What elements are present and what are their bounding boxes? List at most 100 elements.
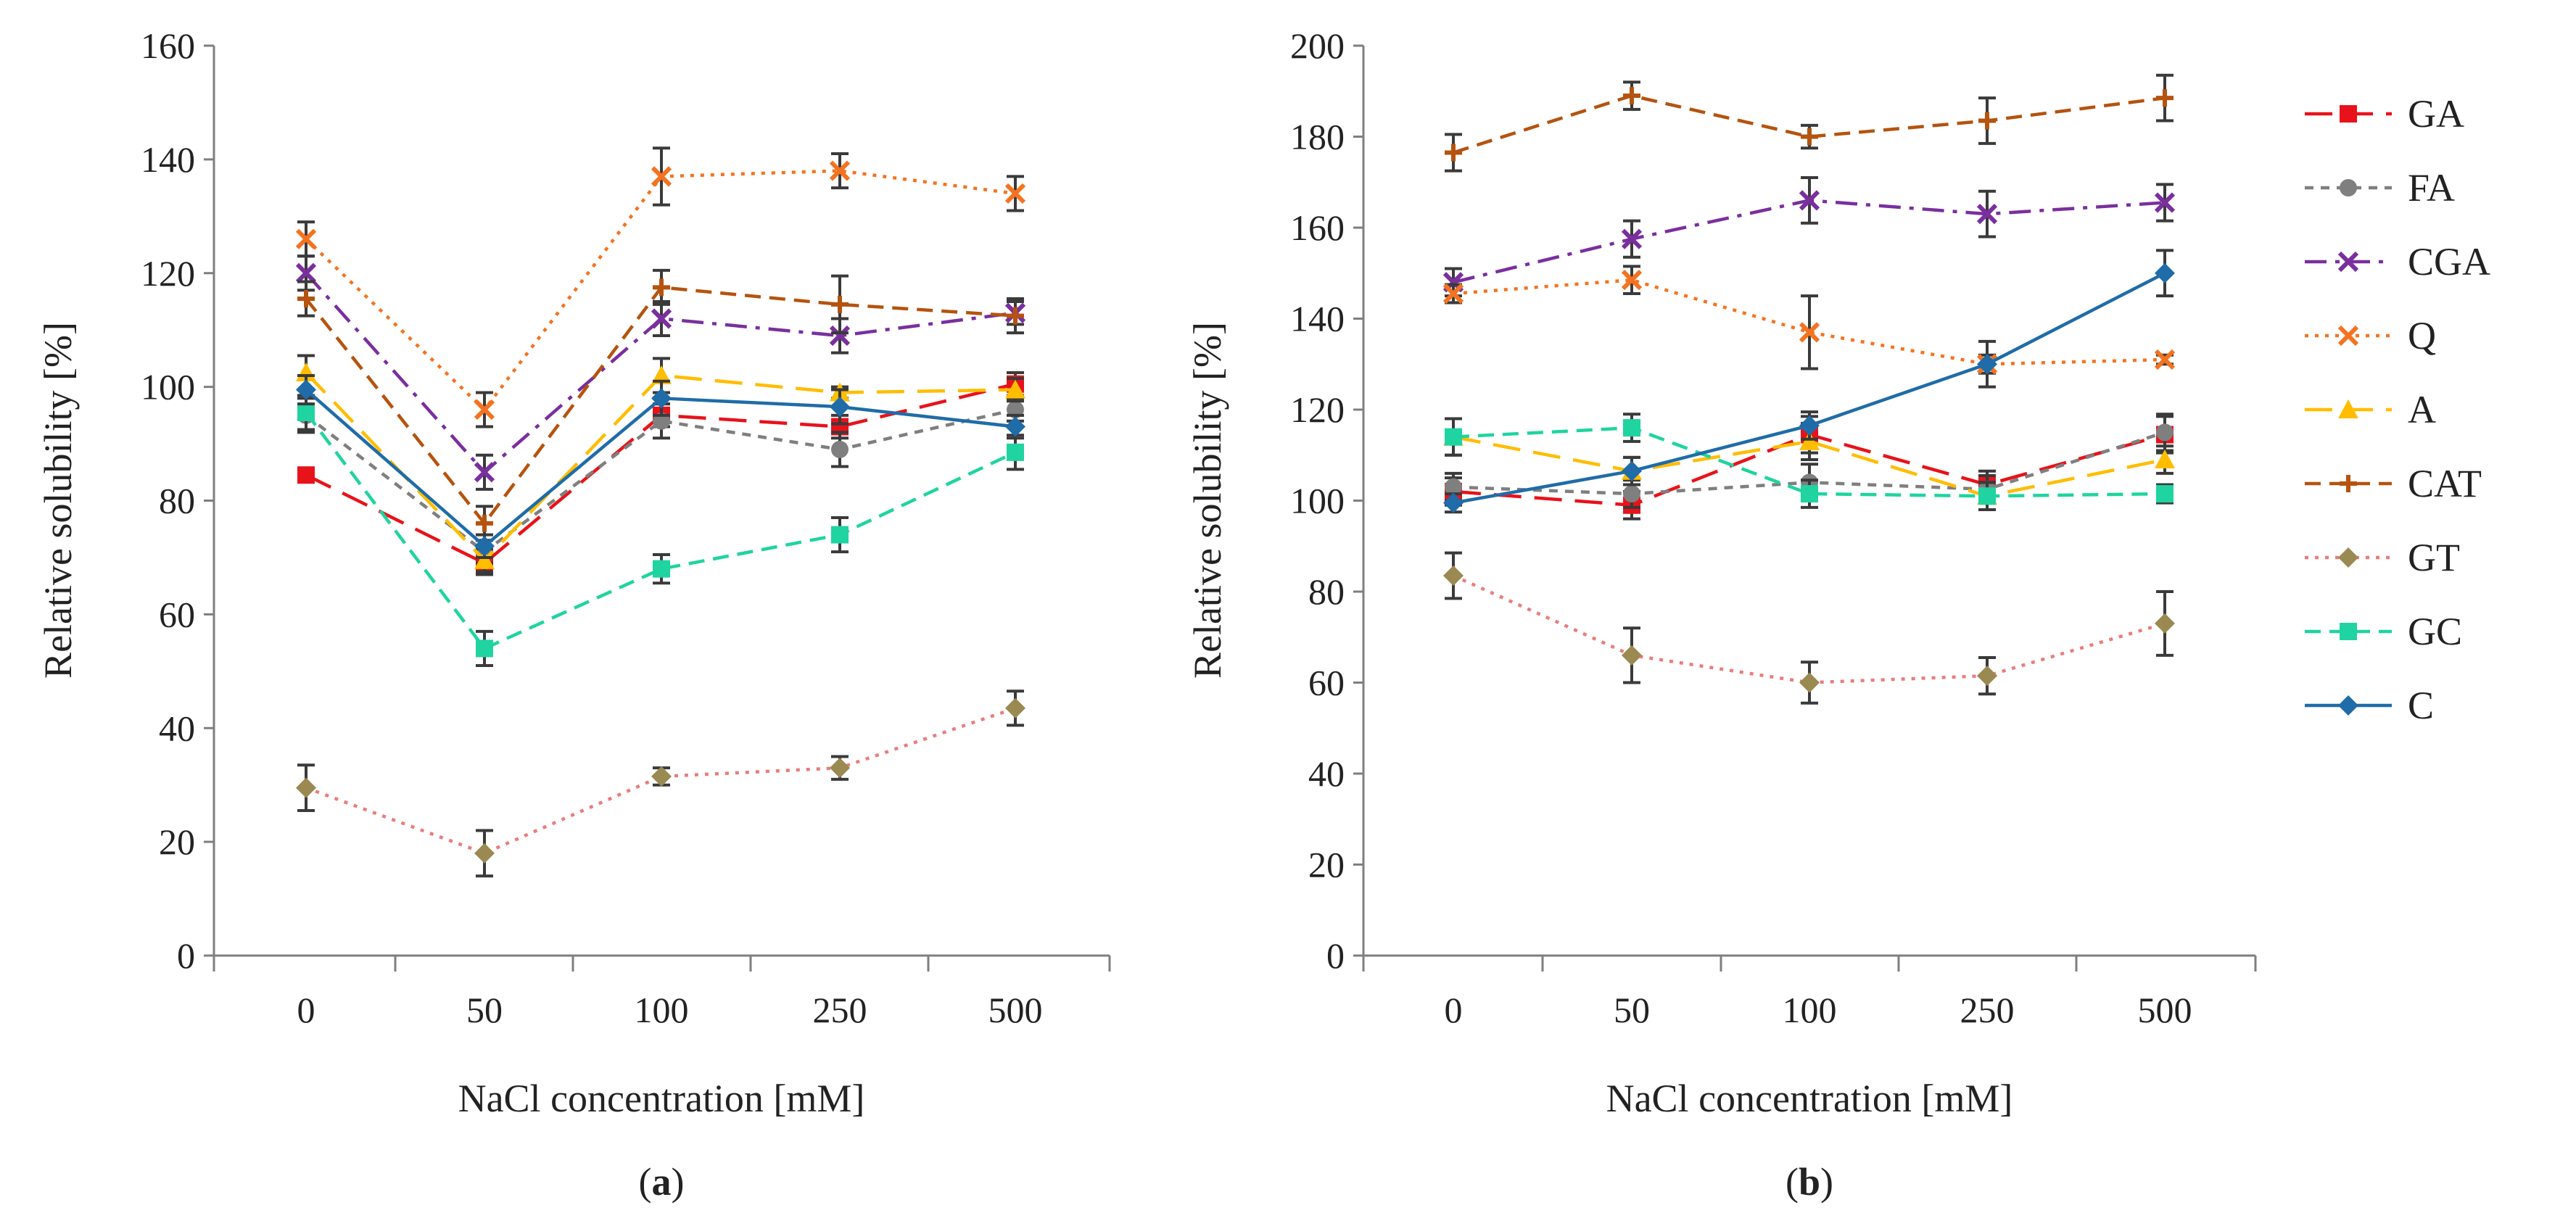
- legend-label-gc: GC: [2408, 610, 2462, 653]
- data-point-gt-b: [1622, 645, 1642, 666]
- legend-label-a: A: [2408, 388, 2436, 431]
- data-point-cat-a: [476, 514, 493, 532]
- data-point-cat-b: [1623, 87, 1640, 105]
- y-tick-label-b: 80: [1308, 571, 1345, 612]
- series-line-cat-b: [1453, 94, 2166, 154]
- series-gt-b: [1443, 551, 2175, 705]
- x-tick-label-a: 0: [297, 990, 315, 1030]
- legend-marker-cga: [2337, 251, 2359, 273]
- y-ticks-a: 0 20 40 60 80 100 120 140 160: [141, 25, 214, 976]
- panel-label-b-letter: b: [1799, 1160, 1820, 1204]
- x-ticks-a: 0 50 100 250 500: [212, 956, 1111, 1030]
- data-point-gc-a: [476, 639, 493, 658]
- y-tick-label-a: 100: [141, 367, 195, 407]
- legend-item-ga: GA: [2305, 92, 2464, 136]
- data-point-c-a: [651, 388, 672, 409]
- legend-marker-gc: [2340, 623, 2357, 640]
- data-point-a-a: [651, 365, 672, 384]
- data-point-gc-a: [653, 560, 670, 578]
- legend-item-q: Q: [2305, 314, 2436, 357]
- data-point-q-b: [2154, 349, 2176, 370]
- series-gt-a: [296, 689, 1025, 878]
- data-point-c-b: [1443, 492, 1464, 513]
- y-tick-label-a: 80: [159, 481, 195, 521]
- x-ticks-b: 0 50 100 250 500: [1362, 956, 2257, 1030]
- legend: GA FA CGA QA CAT GT GC C: [2305, 92, 2490, 727]
- legend-item-c: C: [2305, 684, 2434, 727]
- legend-item-cat: CAT: [2305, 462, 2482, 505]
- x-tick-label-b: 100: [1783, 990, 1837, 1030]
- data-point-gt-a: [296, 777, 316, 798]
- y-axis-title-a: Relative solubility [%]: [36, 322, 80, 679]
- data-point-q-a: [651, 166, 672, 187]
- data-point-q-b: [1799, 322, 1820, 343]
- series-q-a: [295, 146, 1026, 428]
- data-point-c-a: [296, 379, 316, 400]
- legend-marker-fa: [2340, 179, 2357, 196]
- y-tick-label-a: 160: [141, 25, 195, 66]
- legend-marker-ga: [2340, 105, 2357, 123]
- data-point-c-b: [2155, 262, 2175, 283]
- y-tick-label-b: 40: [1308, 753, 1345, 794]
- legend-item-fa: FA: [2305, 166, 2455, 210]
- series-c-b: [1443, 249, 2175, 514]
- y-tick-label-b: 120: [1290, 389, 1345, 430]
- data-point-c-a: [1005, 416, 1025, 437]
- data-point-q-a: [829, 160, 851, 181]
- legend-label-ga: GA: [2408, 92, 2464, 136]
- x-tick-label-a: 100: [635, 990, 689, 1030]
- series-line-cga-a: [305, 272, 1016, 474]
- data-point-gt-a: [830, 758, 850, 779]
- y-tick-label-b: 140: [1290, 299, 1345, 339]
- data-point-cat-b: [1978, 112, 1996, 130]
- series-cga-b: [1442, 175, 2176, 298]
- legend-label-fa: FA: [2408, 166, 2455, 210]
- data-point-a-a: [1005, 379, 1025, 399]
- data-point-cga-a: [295, 262, 317, 283]
- data-point-gc-b: [1445, 428, 1462, 446]
- data-point-fa-b: [2156, 423, 2174, 442]
- data-point-cat-a: [653, 278, 670, 297]
- x-tick-label-a: 250: [813, 990, 867, 1030]
- x-tick-label-b: 250: [1960, 990, 2015, 1030]
- data-point-q-b: [1621, 270, 1643, 291]
- data-point-gt-b: [1443, 566, 1464, 587]
- data-point-cat-a: [831, 295, 849, 313]
- y-tick-label-b: 60: [1308, 663, 1345, 703]
- y-ticks-b: 0 20 40 60 80 100 120 140 160 180 200: [1290, 25, 1363, 976]
- data-point-q-a: [474, 399, 495, 421]
- data-point-cat-a: [297, 290, 315, 308]
- y-tick-label-a: 120: [141, 253, 195, 294]
- data-point-cat-b: [1445, 144, 1462, 162]
- x-tick-label-b: 500: [2138, 990, 2192, 1030]
- legend-label-cat: CAT: [2408, 462, 2482, 505]
- data-point-c-b: [1799, 415, 1820, 436]
- data-point-cat-a: [1007, 307, 1024, 325]
- panel-label-a-letter: a: [652, 1160, 672, 1204]
- x-tick-label-b: 50: [1614, 990, 1650, 1030]
- legend-item-gt: GT: [2305, 536, 2460, 579]
- data-point-ga-a: [297, 466, 315, 484]
- legend-item-a: A: [2305, 388, 2436, 431]
- series-cat-b: [1445, 73, 2174, 173]
- data-point-gt-a: [1005, 697, 1025, 718]
- x-axis-title-a: NaCl concentration [mM]: [458, 1077, 865, 1120]
- data-point-gc-b: [1623, 419, 1640, 437]
- data-point-fa-b: [1445, 478, 1462, 496]
- data-point-cga-a: [474, 462, 495, 483]
- chart-panel-a: 0 20 40 60 80 100 120 140 160 0 50 100 250 500 Relat…: [36, 25, 1111, 1204]
- data-point-gc-a: [297, 403, 315, 421]
- data-point-cga-b: [1621, 228, 1643, 249]
- y-tick-label-a: 0: [177, 935, 195, 976]
- legend-label-cga: CGA: [2408, 240, 2490, 283]
- y-tick-label-a: 40: [159, 708, 195, 748]
- y-tick-label-b: 0: [1326, 935, 1345, 976]
- x-tick-label-b: 0: [1445, 990, 1463, 1030]
- data-point-cat-b: [1801, 128, 1818, 146]
- data-point-q-b: [1442, 283, 1464, 305]
- data-point-gc-b: [2156, 485, 2174, 503]
- data-point-gt-b: [1799, 672, 1820, 693]
- y-tick-label-a: 60: [159, 594, 195, 634]
- series-line-gc-a: [305, 411, 1016, 650]
